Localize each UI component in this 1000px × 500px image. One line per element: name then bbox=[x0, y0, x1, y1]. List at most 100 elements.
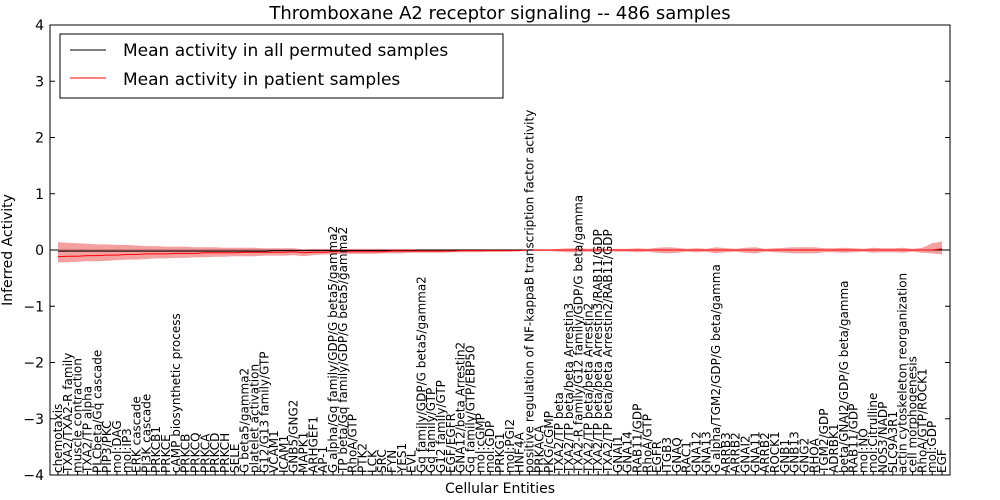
x-tick-label: PRKG1 bbox=[493, 433, 507, 473]
x-tick-label: mol:DAG bbox=[110, 420, 124, 473]
y-tick-label: −1 bbox=[23, 299, 44, 315]
legend: Mean activity in all permuted samples Me… bbox=[59, 33, 504, 99]
x-tick-label: GNA13 bbox=[699, 431, 713, 473]
x-tick-label: cell morphogenesis bbox=[906, 356, 920, 473]
x-tick-label: Gq family/GTP bbox=[424, 388, 438, 473]
x-tick-label: PRKCA bbox=[198, 433, 212, 473]
x-tick-label: RhoA/GTP bbox=[346, 414, 360, 473]
x-tick-label: ITGB3 bbox=[660, 437, 674, 473]
x-tick-label: TXA2/TP beta bbox=[552, 392, 566, 474]
y-tick-label: 0 bbox=[35, 243, 44, 259]
x-tick-label: ARHGEF1 bbox=[306, 416, 320, 473]
x-tick-label: YES1 bbox=[395, 443, 409, 474]
x-tick-label: GNA12 bbox=[689, 431, 703, 473]
x-tick-label: TP beta/Gq family/GDP/G beta5/gamma2 bbox=[336, 227, 350, 474]
y-tick-label: −2 bbox=[23, 356, 44, 372]
x-tick-label: VCAM1 bbox=[267, 430, 281, 473]
x-tick-label: TGM2/GDP bbox=[817, 409, 831, 474]
x-tick-label: mol:cGMP bbox=[473, 413, 487, 473]
x-tick-label: GNA14 bbox=[621, 431, 635, 473]
y-tick-label: 4 bbox=[35, 18, 44, 34]
x-tick-label: ADRBK1 bbox=[827, 423, 841, 473]
x-tick-label: Gq family/GDP/G beta5/gamma2 bbox=[414, 276, 428, 473]
x-tick-label: LCK bbox=[365, 449, 379, 473]
x-tick-label: AP-1 bbox=[316, 446, 330, 473]
x-tick-label: GNG2 bbox=[798, 438, 812, 473]
y-tick-label: −3 bbox=[23, 412, 44, 428]
x-tick-label: GNA11 bbox=[748, 431, 762, 473]
x-tick-label: PRKCH bbox=[218, 433, 232, 473]
x-tick-label: ARRB2 bbox=[729, 432, 743, 473]
legend-box bbox=[59, 33, 504, 99]
x-tick-label: G12/G13 family/GTP bbox=[257, 351, 271, 473]
x-tick-label: GNB13 bbox=[788, 431, 802, 473]
x-tick-label: PRKCB1 bbox=[149, 426, 163, 473]
x-tick-label: TXA2/TP alpha bbox=[81, 386, 95, 474]
x-tick-label: GNB1 bbox=[778, 439, 792, 473]
x-tick-label: PRKCD bbox=[208, 433, 222, 473]
x-tick-label: mol:Citrulline bbox=[866, 393, 880, 473]
x-tick-label: RAB11/GDP bbox=[631, 404, 645, 473]
x-tick-label: RAB11/GDP bbox=[847, 404, 861, 473]
x-tick-label: GNB5/GNG2 bbox=[287, 400, 301, 473]
x-tick-label: SELE bbox=[228, 444, 242, 473]
x-tick-label: PRKACA bbox=[532, 424, 546, 473]
x-tick-label: RHOA bbox=[807, 437, 821, 473]
y-tick-label: 3 bbox=[35, 74, 44, 90]
x-tick-label: FYN bbox=[385, 450, 399, 473]
y-axis: −4 −3 −2 −1 0 1 2 3 4 bbox=[23, 18, 950, 484]
y-tick-label: 1 bbox=[35, 187, 44, 203]
x-tick-label: Gq family/GTP/EBP50 bbox=[464, 345, 478, 473]
y-axis-label: Inferred Activity bbox=[0, 194, 16, 306]
x-tick-label: PKG/cGMP bbox=[542, 411, 556, 473]
x-tick-label: TXA2-R family/G12 family/GDP/G beta/gamm… bbox=[572, 195, 586, 474]
x-tick-label: EGF/EGFR bbox=[444, 413, 458, 473]
x-tick-label: TXA2/TP beta/beta Arrestin2/RAB11/GDP bbox=[601, 229, 615, 474]
x-tick-label: PRKCE bbox=[159, 434, 173, 473]
x-tick-label: ERK cascade bbox=[130, 396, 144, 473]
x-tick-label: GNAQ bbox=[670, 437, 684, 473]
x-tick-label: RhoA/GTP/ROCK1 bbox=[915, 368, 929, 473]
x-tick-label: HNF4A bbox=[513, 431, 527, 473]
plot-area bbox=[50, 241, 950, 263]
x-tick-label: G alpha/Gq family/GDP/G beta5/gamma2 bbox=[326, 226, 340, 473]
x-tick-label: RhoA/GTP bbox=[640, 414, 654, 473]
x-tick-label: TXA2/TP beta/beta Arrestin3 bbox=[562, 303, 576, 474]
x-tick-label: beta/GNAI2/GDP/G beta/gamma bbox=[837, 280, 851, 473]
series-line-patient bbox=[57, 248, 943, 258]
x-tick-label: TXA2/TP beta/beta Arrestin2 bbox=[581, 303, 595, 474]
x-tick-label: mol:NO bbox=[856, 428, 870, 473]
x-tick-label: ICAM1 bbox=[277, 435, 291, 473]
x-tick-label: chemotaxis bbox=[51, 404, 65, 473]
x-tick-label: PLCbeta/Gq cascade bbox=[90, 350, 104, 473]
y-tick-label: 2 bbox=[35, 131, 44, 147]
x-tick-label: mol:GDP bbox=[925, 421, 939, 473]
x-tick-label: TXA2/TP beta/beta Arrestin3/RAB11/GDP bbox=[591, 229, 605, 474]
x-tick-label: NOS3/NADP bbox=[876, 402, 890, 473]
x-tick-label: cAMP biosynthetic process bbox=[169, 313, 183, 473]
x-tick-label: ARRB2 bbox=[758, 432, 772, 473]
chart-title: Thromboxane A2 receptor signaling -- 486… bbox=[268, 3, 730, 24]
x-tick-label: platelet activation bbox=[247, 364, 261, 473]
x-tick-label: EGF bbox=[935, 449, 949, 473]
x-tick-label: muscle contraction bbox=[71, 358, 85, 473]
y-tick-label: −4 bbox=[23, 468, 44, 484]
x-tick-label: mol:IP3 bbox=[120, 428, 134, 473]
x-tick-label: SLC9A3R1 bbox=[886, 411, 900, 473]
x-axis-label: Cellular Entities bbox=[445, 481, 555, 497]
x-tick-label: mol:GDP bbox=[483, 421, 497, 473]
x-tick-label: SRC bbox=[375, 449, 389, 473]
x-tick-label: GNAI2 bbox=[739, 435, 753, 473]
x-tick-label: PRKCB bbox=[179, 434, 193, 473]
x-tick-label: GNA12/beta Arrestin2 bbox=[454, 342, 468, 473]
x-tick-label: G beta5/gamma2 bbox=[238, 368, 252, 473]
x-tick-label: G12 family/GTP bbox=[434, 380, 448, 473]
x-tick-label: G alpha/TGM2/GDP/G beta/gamma bbox=[709, 264, 723, 473]
x-tick-label: PTK2 bbox=[356, 443, 370, 473]
x-tick-label: MAPK1 bbox=[297, 432, 311, 473]
x-tick-label: PRKCQ bbox=[189, 432, 203, 473]
x-tick-label: RAC1 bbox=[680, 441, 694, 473]
x-tick-label: PIP3/PKC bbox=[100, 420, 114, 473]
